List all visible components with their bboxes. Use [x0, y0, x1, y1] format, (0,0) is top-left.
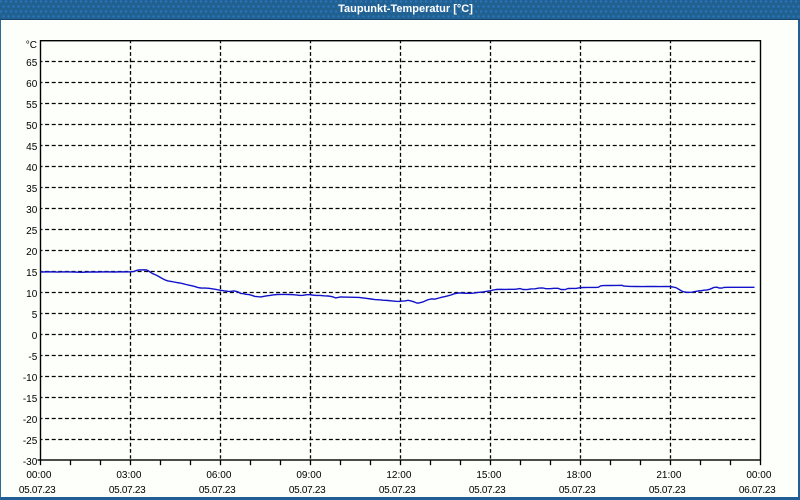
- svg-text:35: 35: [26, 184, 38, 195]
- svg-text:50: 50: [26, 121, 38, 132]
- svg-text:00:00: 00:00: [26, 470, 51, 481]
- svg-text:05.07.23: 05.07.23: [559, 485, 596, 496]
- svg-text:05.07.23: 05.07.23: [649, 485, 686, 496]
- svg-text:-25: -25: [23, 436, 38, 447]
- svg-text:12:00: 12:00: [386, 470, 411, 481]
- svg-text:03:00: 03:00: [116, 470, 141, 481]
- svg-text:40: 40: [26, 163, 38, 174]
- svg-text:60: 60: [26, 79, 38, 90]
- svg-text:15: 15: [26, 268, 38, 279]
- svg-text:20: 20: [26, 247, 38, 258]
- svg-text:-15: -15: [23, 394, 38, 405]
- svg-text:-5: -5: [28, 352, 37, 363]
- svg-text:45: 45: [26, 142, 38, 153]
- svg-text:55: 55: [26, 100, 38, 111]
- svg-text:25: 25: [26, 226, 38, 237]
- svg-text:05.07.23: 05.07.23: [289, 485, 326, 496]
- svg-text:-30: -30: [23, 457, 38, 468]
- svg-text:30: 30: [26, 205, 38, 216]
- svg-text:05.07.23: 05.07.23: [379, 485, 416, 496]
- svg-text:05.07.23: 05.07.23: [199, 485, 236, 496]
- svg-text:09:00: 09:00: [296, 470, 321, 481]
- svg-text:21:00: 21:00: [656, 470, 681, 481]
- svg-text:05.07.23: 05.07.23: [469, 485, 506, 496]
- svg-text:0: 0: [32, 331, 38, 342]
- svg-text:05.07.23: 05.07.23: [109, 485, 146, 496]
- svg-text:65: 65: [26, 58, 38, 69]
- svg-text:-10: -10: [23, 373, 38, 384]
- svg-text:5: 5: [32, 310, 38, 321]
- svg-text:18:00: 18:00: [566, 470, 591, 481]
- svg-text:06:00: 06:00: [206, 470, 231, 481]
- svg-text:-20: -20: [23, 415, 38, 426]
- svg-text:10: 10: [26, 289, 38, 300]
- svg-text:00:00: 00:00: [746, 470, 771, 481]
- svg-text:06.07.23: 06.07.23: [739, 485, 776, 496]
- svg-text:°C: °C: [26, 40, 37, 51]
- svg-text:15:00: 15:00: [476, 470, 501, 481]
- svg-text:05.07.23: 05.07.23: [19, 485, 56, 496]
